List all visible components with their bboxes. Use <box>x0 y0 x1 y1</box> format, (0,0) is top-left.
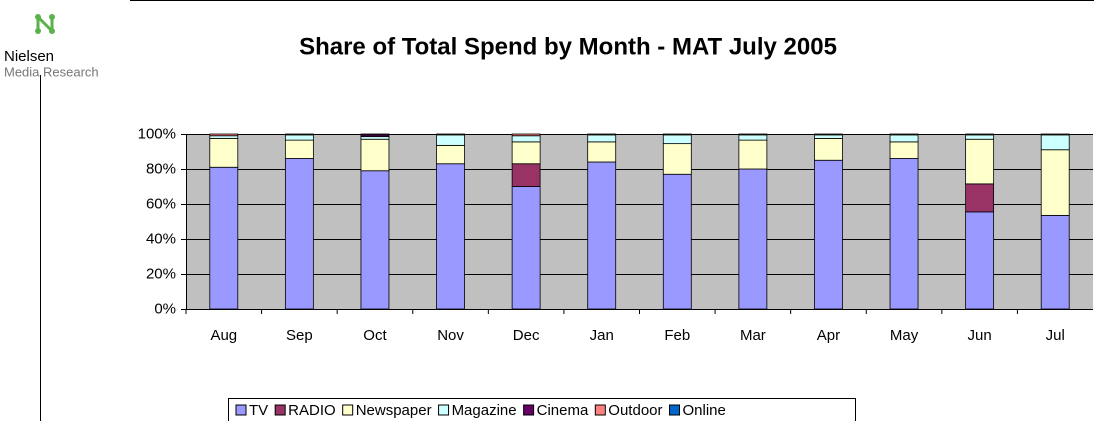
y-tick-label: 40% <box>146 230 176 247</box>
x-tick-label: Aug <box>210 327 237 344</box>
bar-segment <box>209 137 239 168</box>
legend-label: RADIO <box>288 402 336 419</box>
bar-segment <box>965 134 995 140</box>
bar-segment <box>738 133 768 136</box>
bar-segment <box>662 173 692 310</box>
y-tick-label: 20% <box>146 265 176 282</box>
bar-segment <box>511 141 541 165</box>
chart-title: Share of Total Spend by Month - MAT July… <box>299 33 837 60</box>
bar-segment <box>511 135 541 143</box>
logo-subtitle: Media Research <box>4 64 99 79</box>
bar-segment <box>284 134 314 141</box>
x-tick-label: Apr <box>817 327 840 344</box>
y-tick-label: 80% <box>146 160 176 177</box>
bar-segment <box>209 166 239 310</box>
x-tick-label: Jun <box>968 327 992 344</box>
bar-segment <box>511 186 541 310</box>
legend-label: Magazine <box>452 402 517 419</box>
logo-name: Nielsen <box>4 48 54 65</box>
x-tick-label: Sep <box>286 327 313 344</box>
bar-segment <box>814 137 843 161</box>
bar-segment <box>511 163 541 187</box>
legend-swatch <box>523 404 535 416</box>
legend-label: Outdoor <box>608 402 662 419</box>
bar-segment <box>1040 149 1070 216</box>
x-tick-label: Nov <box>437 327 464 344</box>
x-tick-label: Oct <box>363 327 387 344</box>
bar-segment <box>587 133 617 136</box>
bar-segment <box>889 141 919 159</box>
x-tick-label: Feb <box>664 327 690 344</box>
x-tick-label: Jan <box>590 327 614 344</box>
bar-segment <box>284 139 314 159</box>
bar-segment <box>587 141 617 163</box>
bar-segment <box>738 168 768 310</box>
bar-segment <box>209 133 239 137</box>
bar-segment <box>360 170 390 310</box>
legend-label: Online <box>683 402 726 419</box>
legend-label: Cinema <box>537 402 589 419</box>
bar-segment <box>436 144 465 165</box>
bar-segment <box>965 183 995 213</box>
x-tick-label: Jul <box>1046 327 1065 344</box>
bar-segment <box>436 133 465 136</box>
x-tick-label: May <box>890 327 919 344</box>
legend-swatch <box>235 404 247 416</box>
bar-segment <box>360 138 390 172</box>
bar-segment <box>738 134 768 141</box>
bar-segment <box>662 134 692 145</box>
bar-segment <box>662 133 692 136</box>
bar-segment <box>814 133 843 136</box>
bar-segment <box>814 134 843 139</box>
bar-segment <box>436 163 465 310</box>
bar-segment <box>889 158 919 310</box>
bar-segment <box>1040 133 1070 136</box>
bar-segment <box>284 158 314 310</box>
x-tick-label: Mar <box>740 327 766 344</box>
bar-segment <box>1040 134 1070 151</box>
legend-swatch <box>594 404 606 416</box>
bar-segment <box>965 211 995 310</box>
bar-segment <box>965 133 995 136</box>
legend-swatch <box>342 404 354 416</box>
legend-swatch <box>438 404 450 416</box>
legend-box <box>228 398 856 421</box>
bar-segment <box>965 138 995 185</box>
y-tick-label: 100% <box>138 125 176 142</box>
bar-segment <box>889 133 919 136</box>
bar-segment <box>587 161 617 310</box>
legend-label: TV <box>249 402 268 419</box>
legend-swatch <box>669 404 680 416</box>
bar-segment <box>889 134 919 143</box>
bar-segment <box>738 139 768 170</box>
bar-segment <box>662 143 692 175</box>
bar-segment <box>436 134 465 146</box>
y-tick-label: 0% <box>154 300 176 317</box>
bar-segment <box>360 133 390 136</box>
y-tick-label: 60% <box>146 195 176 212</box>
bar-segment <box>284 133 314 136</box>
legend-label: Newspaper <box>356 402 432 419</box>
logo-icon <box>35 14 55 34</box>
legend-swatch <box>274 404 286 416</box>
bar-segment <box>587 134 617 143</box>
bar-segment <box>511 133 541 137</box>
bar-segment <box>1040 214 1070 310</box>
bar-segment <box>814 159 843 310</box>
plot-area <box>186 134 1093 309</box>
x-tick-label: Dec <box>513 327 540 344</box>
